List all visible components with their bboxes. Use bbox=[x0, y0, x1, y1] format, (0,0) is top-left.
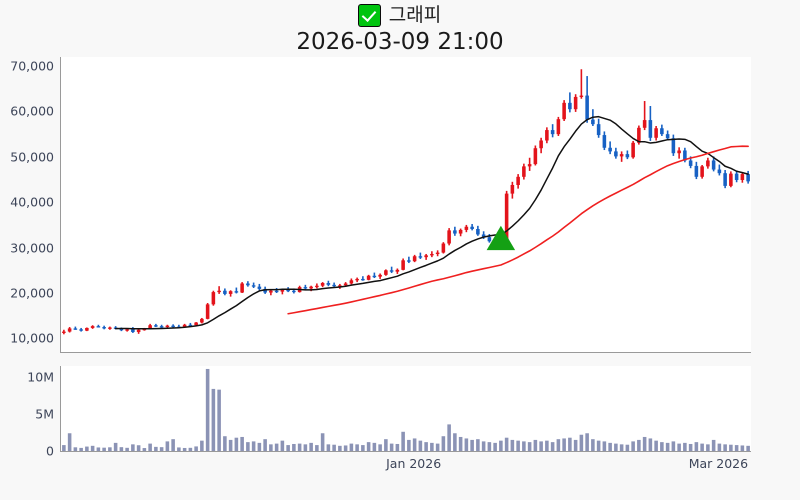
volume-y-tick: 10M bbox=[27, 369, 54, 385]
price-y-axis: 10,000 20,000 30,000 40,000 50,000 60,000 70,0… bbox=[0, 0, 54, 500]
x-axis-tick: Jan 2026 bbox=[386, 456, 442, 471]
price-y-tick: 10,000 bbox=[10, 330, 54, 346]
volume-chart-panel[interactable] bbox=[60, 366, 751, 452]
x-axis-tick: Mar 2026 bbox=[688, 456, 749, 471]
price-chart-panel[interactable] bbox=[60, 57, 751, 353]
price-candlestick-plot bbox=[62, 69, 750, 335]
price-y-tick: 20,000 bbox=[10, 285, 54, 301]
price-y-tick: 40,000 bbox=[10, 194, 54, 210]
price-y-tick: 30,000 bbox=[10, 240, 54, 256]
volume-bar-plot bbox=[62, 368, 750, 451]
volume-y-tick: 0 bbox=[46, 443, 54, 459]
green-check-icon bbox=[358, 4, 380, 26]
price-y-tick: 60,000 bbox=[10, 103, 54, 119]
price-y-tick: 50,000 bbox=[10, 149, 54, 165]
chart-header: 그래피 bbox=[0, 2, 800, 28]
price-y-tick: 70,000 bbox=[10, 58, 54, 74]
page-title: 그래피 bbox=[388, 3, 442, 26]
timestamp-label: 2026-03-09 21:00 bbox=[296, 29, 504, 55]
volume-y-axis: 0 5M 10M bbox=[0, 0, 54, 500]
volume-y-tick: 5M bbox=[35, 406, 54, 422]
